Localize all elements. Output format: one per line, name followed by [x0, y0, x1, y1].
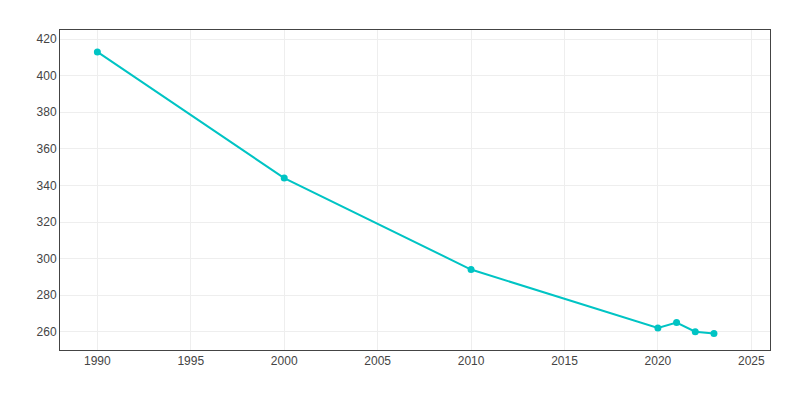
svg-text:320: 320 [37, 215, 57, 229]
svg-text:2025: 2025 [738, 354, 765, 368]
svg-text:280: 280 [37, 288, 57, 302]
svg-text:380: 380 [37, 105, 57, 119]
svg-text:340: 340 [37, 179, 57, 193]
svg-text:2010: 2010 [458, 354, 485, 368]
svg-text:1990: 1990 [84, 354, 111, 368]
svg-text:2000: 2000 [271, 354, 298, 368]
svg-text:2020: 2020 [645, 354, 672, 368]
svg-text:360: 360 [37, 142, 57, 156]
svg-text:2005: 2005 [364, 354, 391, 368]
svg-text:1995: 1995 [177, 354, 204, 368]
svg-text:260: 260 [37, 325, 57, 339]
svg-text:400: 400 [37, 69, 57, 83]
svg-text:420: 420 [37, 32, 57, 46]
svg-text:300: 300 [37, 252, 57, 266]
svg-text:2015: 2015 [551, 354, 578, 368]
